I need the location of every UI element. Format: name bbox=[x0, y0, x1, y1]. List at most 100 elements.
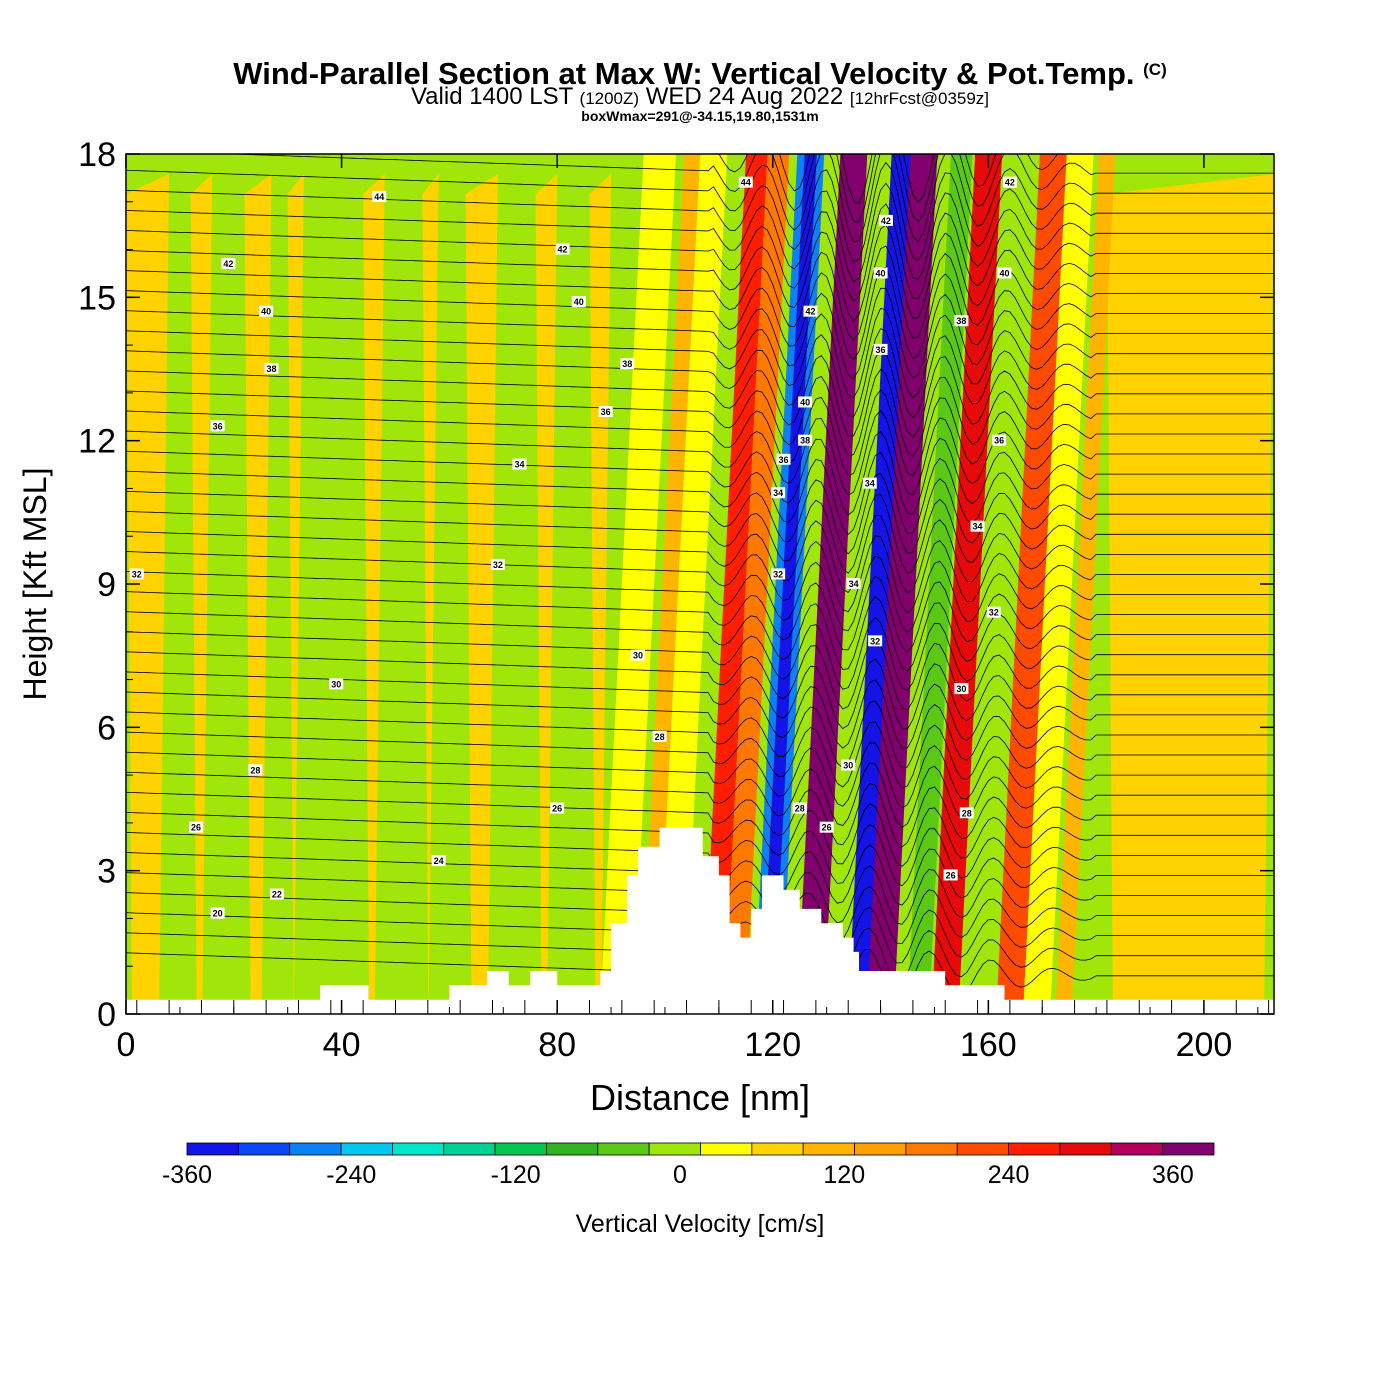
contour-label: 36 bbox=[213, 421, 223, 431]
theta-contour bbox=[126, 161, 1274, 263]
velocity-band bbox=[966, 154, 1032, 1014]
colorbar-swatch bbox=[597, 1142, 650, 1156]
colorbar-label: Vertical Velocity [cm/s] bbox=[575, 1210, 825, 1238]
contour-label: 30 bbox=[633, 651, 643, 661]
theta-contour bbox=[126, 742, 1274, 809]
contour-label-box bbox=[771, 487, 786, 499]
contour-label-box bbox=[771, 568, 786, 580]
colorbar-swatch bbox=[700, 1142, 753, 1156]
colorbar-swatch bbox=[546, 1142, 599, 1156]
theta-contour bbox=[126, 700, 1274, 769]
weak-band bbox=[535, 174, 558, 1014]
theta-contour bbox=[222, 154, 1274, 223]
x-tick-label: 0 bbox=[117, 1026, 136, 1064]
theta-contour bbox=[126, 637, 1274, 711]
contour-label: 36 bbox=[601, 407, 611, 417]
colorbar-swatch bbox=[1162, 1142, 1215, 1156]
terrain-mask bbox=[126, 827, 1274, 1014]
velocity-core bbox=[761, 154, 817, 1014]
colorbar: -360 -240 -120 0 120 240 360 bbox=[162, 1142, 1215, 1189]
contour-label: 40 bbox=[261, 307, 271, 317]
velocity-band bbox=[931, 154, 1003, 1014]
y-tick-label: 15 bbox=[78, 279, 116, 317]
contour-label: 32 bbox=[132, 569, 142, 579]
contour-label-box bbox=[997, 267, 1012, 279]
contour-label-box bbox=[798, 396, 813, 408]
velocity-band bbox=[1055, 154, 1116, 1014]
contour-label-box bbox=[512, 458, 527, 470]
velocity-band bbox=[724, 154, 790, 1014]
velocity-band bbox=[702, 154, 768, 1014]
colorbar-swatch bbox=[1110, 1142, 1164, 1156]
velocity-band bbox=[640, 154, 701, 1014]
contour-label: 34 bbox=[973, 522, 983, 532]
colorbar-swatch bbox=[802, 1142, 855, 1156]
contour-label-box bbox=[490, 558, 505, 570]
chart-box-info: boxWmax=291@-34.15,19.80,1531m bbox=[581, 108, 819, 124]
contour-label: 38 bbox=[622, 359, 632, 369]
contour-label: 30 bbox=[956, 684, 966, 694]
contour-label-box bbox=[372, 191, 387, 202]
theta-contour bbox=[126, 472, 1274, 555]
contour-label: 44 bbox=[374, 192, 384, 202]
contour-label: 40 bbox=[574, 297, 584, 307]
contour-label-box bbox=[738, 176, 753, 188]
chart-title: Wind-Parallel Section at Max W: Vertical… bbox=[233, 56, 1167, 91]
contour-label-box bbox=[873, 343, 888, 355]
theta-contour bbox=[126, 245, 1274, 341]
contour-label-box bbox=[652, 730, 667, 742]
colorbar-swatch bbox=[1008, 1142, 1061, 1156]
colorbar-tick-label: 120 bbox=[823, 1161, 865, 1189]
contour-label: 40 bbox=[876, 268, 886, 278]
contour-label: 40 bbox=[800, 397, 810, 407]
x-tick-label: 80 bbox=[538, 1026, 576, 1064]
contour-label-box bbox=[264, 363, 279, 374]
contour-label-box bbox=[943, 869, 958, 881]
x-tick-label: 120 bbox=[744, 1026, 801, 1064]
y-tick-label: 3 bbox=[97, 853, 116, 891]
colorbar-swatch bbox=[751, 1142, 804, 1156]
x-tick-label: 160 bbox=[960, 1026, 1017, 1064]
theta-contour bbox=[126, 762, 1274, 828]
contour-label-box bbox=[248, 764, 263, 776]
contour-label: 34 bbox=[865, 479, 875, 489]
weak-band bbox=[589, 174, 612, 1014]
colorbar-tick-label: -120 bbox=[491, 1161, 541, 1189]
contour-label: 38 bbox=[956, 316, 966, 326]
contour-label-box bbox=[970, 520, 985, 532]
contour-label-box bbox=[992, 434, 1007, 446]
contour-label: 34 bbox=[514, 460, 524, 470]
contour-labels: 44 42 42 40 40 38 38 36 36 34 32 32 30 30 28 28 26 26 24 22… bbox=[129, 176, 1017, 919]
contour-label: 38 bbox=[800, 436, 810, 446]
chart-subtitle: Valid 1400 LST (1200Z) WED 24 Aug 2022 [… bbox=[410, 83, 990, 110]
contour-label: 24 bbox=[434, 856, 444, 866]
theta-contour bbox=[126, 224, 1274, 322]
contour-label-box bbox=[798, 434, 813, 446]
contour-label-box bbox=[555, 243, 570, 255]
y-tick-label: 12 bbox=[78, 423, 116, 461]
contour-label-box bbox=[776, 453, 791, 465]
contour-label: 34 bbox=[773, 488, 783, 498]
theta-contour bbox=[126, 203, 1274, 302]
contour-label-box bbox=[846, 578, 861, 589]
contour-label: 36 bbox=[876, 345, 886, 355]
contour-label: 42 bbox=[805, 307, 815, 317]
contour-label-box bbox=[129, 568, 144, 580]
theta-contour bbox=[126, 493, 1274, 574]
contour-label: 30 bbox=[843, 761, 853, 771]
theta-contour bbox=[126, 348, 1274, 438]
terrain bbox=[126, 827, 1274, 1014]
theta-contour bbox=[126, 182, 1274, 283]
contour-label-box bbox=[631, 649, 646, 661]
contour-label: 20 bbox=[213, 909, 223, 919]
colorbar-swatch bbox=[905, 1142, 958, 1156]
x-axis-label: Distance [nm] bbox=[590, 1077, 810, 1118]
colorbar-swatch bbox=[340, 1142, 393, 1156]
copyright-mark: (C) bbox=[1143, 60, 1167, 79]
y-axis-label: Height [Kft MSL] bbox=[17, 468, 53, 701]
y-tick-label: 6 bbox=[97, 709, 116, 747]
theta-contour bbox=[126, 721, 1274, 789]
contour-label-box bbox=[868, 635, 883, 647]
contour-label: 32 bbox=[493, 560, 503, 570]
